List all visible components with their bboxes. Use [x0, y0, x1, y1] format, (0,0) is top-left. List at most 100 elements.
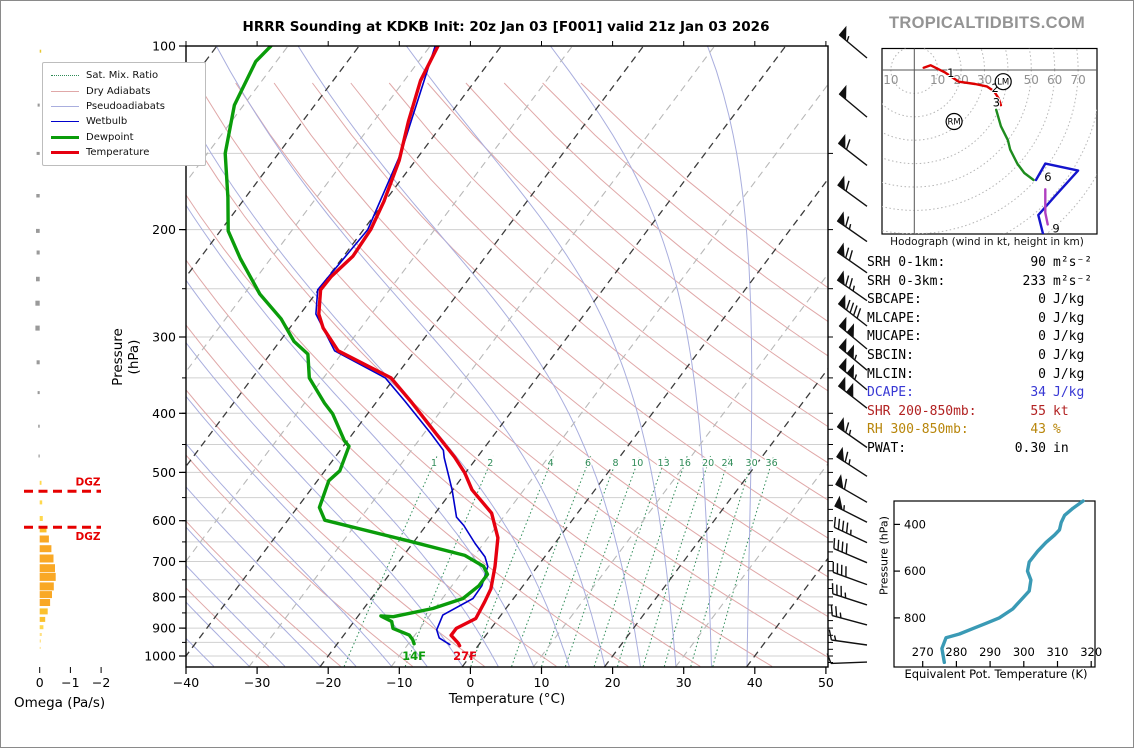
stat-label: MLCIN: — [867, 366, 914, 382]
svg-text:0: 0 — [466, 675, 474, 690]
stat-row-mlcape: MLCAPE: 0 J/kg — [867, 310, 1111, 329]
omega-axis-title: Omega (Pa/s) — [14, 695, 106, 711]
svg-text:24: 24 — [721, 458, 733, 469]
svg-text:20: 20 — [702, 458, 714, 469]
page-title: HRRR Sounding at KDKB Init: 20z Jan 03 [… — [242, 19, 770, 35]
svg-text:13: 13 — [658, 458, 670, 469]
svg-text:70: 70 — [1070, 73, 1085, 87]
svg-text:20: 20 — [605, 675, 621, 690]
stat-row-mucape: MUCAPE: 0 J/kg — [867, 328, 1111, 347]
stat-label: MUCAPE: — [867, 329, 922, 345]
legend-box: Sat. Mix. Ratio Dry Adiabats Pseudoadiab… — [42, 62, 206, 167]
pressure-axis-title: Pressure (hPa) — [110, 328, 142, 386]
dry-adiabat-line-sample — [51, 90, 79, 92]
brand-logo: TROPICALTIDBITS.COM — [888, 14, 1086, 32]
stat-value: 233 — [1022, 273, 1046, 289]
stat-label: RH 300-850mb: — [867, 422, 969, 438]
surface-temperature-label: 27F — [453, 649, 477, 663]
pseudoadiabat-line-sample — [51, 105, 79, 107]
stat-row-sbcin: SBCIN: 0 J/kg — [867, 347, 1111, 366]
hodograph-caption: Hodograph (wind in kt, height in km) — [890, 236, 1084, 248]
sounding-indices-panel: SRH 0-1km: 90 m²s⁻² SRH 0-3km: 233 m²s⁻² SBCAP… — [867, 254, 1111, 459]
svg-text:300: 300 — [1013, 645, 1035, 659]
skewt-plot: 1 2 4 6 8 10 13 16 20 24 30 36 — [186, 46, 828, 667]
svg-text:800: 800 — [904, 611, 926, 625]
surface-dewpoint-label: 14F — [402, 649, 426, 663]
svg-text:−30: −30 — [244, 675, 270, 690]
svg-text:−1: −1 — [61, 675, 79, 690]
svg-text:900: 900 — [152, 621, 176, 636]
omega-panel: DGZ DGZ 0 −1 −2 — [24, 49, 110, 690]
stat-row-dcape: DCAPE: 34 J/kg — [867, 384, 1111, 403]
legend-item-dewpoint: Dewpoint — [51, 130, 199, 145]
stat-unit: m²s⁻² — [1053, 255, 1093, 270]
stat-unit: J/kg — [1053, 310, 1085, 326]
svg-text:10: 10 — [631, 458, 643, 469]
svg-text:300: 300 — [152, 330, 176, 345]
svg-text:2: 2 — [992, 81, 999, 95]
svg-text:−40: −40 — [173, 675, 199, 690]
legend-item-pseudoadiabats: Pseudoadiabats — [51, 99, 199, 114]
stat-label: SRH 0-1km: — [867, 255, 946, 270]
svg-text:200: 200 — [152, 222, 176, 237]
svg-text:60: 60 — [1047, 73, 1062, 87]
theta-e-pressure-axis-title: Pressure (hPa) — [877, 516, 891, 595]
svg-text:30: 30 — [746, 458, 758, 469]
stat-unit: J/kg — [1053, 329, 1085, 345]
svg-text:800: 800 — [152, 589, 176, 604]
svg-text:10: 10 — [930, 73, 945, 87]
stat-value: 34 — [1030, 385, 1046, 401]
temperature-axis-title: Temperature (°C) — [448, 691, 566, 707]
svg-text:2: 2 — [487, 458, 493, 469]
stat-value: 0 — [1038, 329, 1046, 345]
stat-value: 0 — [1038, 366, 1046, 382]
svg-text:1: 1 — [947, 66, 954, 80]
stat-unit: J/kg — [1053, 347, 1085, 363]
svg-text:3: 3 — [993, 95, 1000, 109]
svg-text:10: 10 — [534, 675, 550, 690]
legend-item-temperature: Temperature — [51, 145, 199, 160]
svg-text:9: 9 — [1052, 222, 1059, 236]
stat-label: SHR 200-850mb: — [867, 403, 977, 419]
theta-e-axis-title: Equivalent Pot. Temperature (K) — [904, 667, 1088, 681]
stat-unit: J/kg — [1053, 366, 1085, 382]
svg-text:1: 1 — [431, 458, 437, 469]
sat-mix-ratio-line-sample — [51, 75, 79, 77]
stat-unit: kt — [1053, 403, 1069, 419]
stat-row-rh-300-850mb: RH 300-850mb: 43% — [867, 421, 1111, 440]
stat-row-mlcin: MLCIN: 0 J/kg — [867, 366, 1111, 385]
svg-text:−20: −20 — [315, 675, 341, 690]
svg-text:400: 400 — [152, 406, 176, 421]
svg-text:6: 6 — [585, 458, 591, 469]
svg-text:10: 10 — [883, 73, 898, 87]
svg-text:50: 50 — [818, 675, 834, 690]
stat-row-shr-200-850mb: SHR 200-850mb: 55 kt — [867, 403, 1111, 422]
svg-text:310: 310 — [1047, 645, 1069, 659]
svg-text:30: 30 — [977, 73, 992, 87]
svg-text:DGZ: DGZ — [76, 531, 101, 543]
stat-value: 55 — [1030, 403, 1046, 419]
svg-text:DGZ: DGZ — [76, 476, 101, 488]
stat-label: DCAPE: — [867, 385, 914, 401]
stat-value: 90 — [1030, 255, 1046, 270]
svg-text:500: 500 — [152, 465, 176, 480]
stat-row-pwat: PWAT: 0.30 in — [867, 440, 1111, 459]
svg-text:LM: LM — [997, 78, 1009, 88]
svg-text:50: 50 — [1024, 73, 1039, 87]
svg-text:1000: 1000 — [144, 649, 176, 664]
stat-label: SRH 0-3km: — [867, 273, 946, 289]
svg-text:700: 700 — [152, 554, 176, 569]
svg-text:−10: −10 — [386, 675, 412, 690]
temperature-line-sample — [51, 151, 79, 155]
stat-unit: in — [1053, 440, 1069, 456]
stat-label: SBCIN: — [867, 347, 914, 363]
stat-row-srh-0-3km: SRH 0-3km: 233 m²s⁻² — [867, 273, 1111, 292]
svg-text:4: 4 — [548, 458, 554, 469]
legend-item-dry-adiabats: Dry Adiabats — [51, 83, 199, 98]
stat-unit: J/kg — [1053, 292, 1085, 308]
stat-label: MLCAPE: — [867, 310, 922, 326]
svg-text:290: 290 — [979, 645, 1001, 659]
svg-text:16: 16 — [679, 458, 691, 469]
